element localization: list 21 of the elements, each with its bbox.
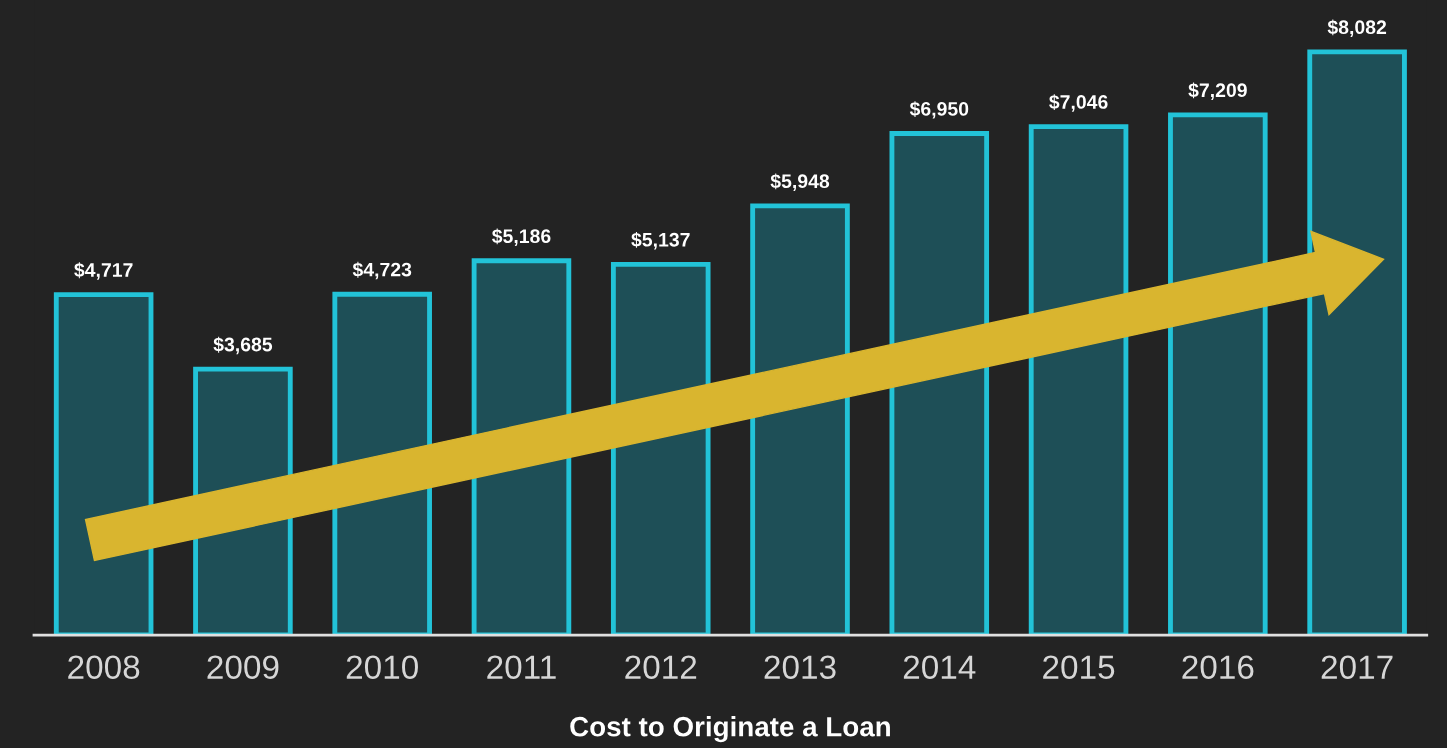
x-tick-label: 2012 [625,655,697,679]
data-label: $5,137 [631,231,690,250]
x-tick-label: 2014 [903,655,976,679]
data-label: $4,723 [352,261,412,280]
data-label: $5,948 [770,173,830,191]
x-axis-title: Cost to Originate a Loan [570,716,890,743]
x-tick-label: 2013 [764,655,836,679]
x-tick-label: 2016 [1182,655,1254,679]
data-label: $4,717 [74,262,133,280]
x-tick-label: 2015 [1043,655,1115,679]
data-label: $8,082 [1327,19,1387,37]
data-label: $7,046 [1049,94,1108,112]
data-label: $7,209 [1188,82,1247,100]
x-tick-label: 2017 [1321,655,1393,679]
data-label: $3,685 [213,336,273,355]
data-label: $6,950 [909,101,969,119]
x-tick-label: 2011 [487,655,556,679]
data-label: $5,186 [491,228,551,246]
x-tick-label: 2010 [346,655,418,679]
x-tick-label: 2008 [68,655,140,679]
x-tick-label: 2009 [207,655,279,679]
